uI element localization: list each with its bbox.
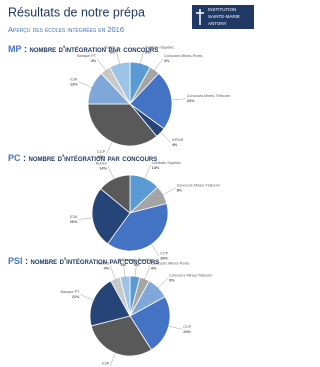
logo-text: ANTONY [208,21,227,26]
leader-line [156,277,169,290]
leader-line [159,131,171,143]
slice-value-label: 4% [151,266,157,270]
slice-label: Centrale-Supélec [122,258,151,262]
section-subtitle: : nombre d'intégration par concours [21,153,158,163]
slice-value-label: 24% [183,330,191,334]
slice-value-label: 4% [120,263,126,267]
page-subtitle: Aperçu des écoles intégrées en 2016 [8,25,124,34]
slice-label: Autres [96,161,107,165]
leader-line [143,265,151,281]
leader-line [78,81,94,89]
slice-value-label: 39% [160,257,168,261]
slice-value-label: 21% [72,295,80,299]
leader-line [144,165,151,181]
slice-label: Centrale-Supélec [145,45,174,49]
slice-label: E3A [70,215,78,219]
slice-label: CCP [183,325,191,329]
slice-label: Centrale-Supélec [152,161,181,165]
page: Résultats de notre prépa Aperçu des écol… [8,5,254,367]
slice-label: X/ENS [98,261,110,265]
leader-line [109,351,117,367]
slice-value-label: 13% [152,166,160,170]
slice-value-label: 4% [104,266,110,270]
section-subtitle: : nombre d'intégration par concours [23,256,160,266]
slice-value-label: 8% [145,50,151,54]
leader-line [115,49,121,66]
logo-box [192,5,254,29]
slice-label: Autres [104,45,115,49]
logo-cross [196,9,204,25]
slice-value-label: 8% [177,188,183,192]
slice-value-label: 26% [70,220,78,224]
logo-text: SAINTE-MARIE [208,14,240,19]
slice-label: Concours Mines-Télécom [177,183,220,187]
slice-label: E3A [70,77,78,81]
logo-text: INSTITUTION [208,7,236,12]
leader-line [109,265,117,281]
leader-line [161,187,176,196]
slice-label: Banque PT [77,54,97,58]
leader-line [80,294,96,302]
slice-value-label: 8% [110,50,116,54]
leader-line [169,98,186,101]
leader-line [107,165,115,181]
slice-label: CCP [97,150,105,154]
section-heading: PC : nombre d'intégration par concours [8,153,157,163]
slice-label: Concours Mines-Ponts [164,54,203,58]
slice-value-label: 4% [164,59,170,63]
slice-label: E3A [102,362,110,366]
leader-line [139,49,145,66]
slice-value-label: 4% [91,59,97,63]
slice-value-label: 23% [187,99,195,103]
section-title: PC [8,153,21,163]
slice-label: Concours Mines-Télécom [169,273,212,277]
leader-line [96,58,107,72]
leader-line [153,58,164,72]
slice-label: Banque PT [60,290,80,294]
logo: INSTITUTION SAINTE-MARIE ANTONY [192,5,254,29]
leader-line [123,262,126,279]
slice-value-label: 9% [169,278,175,282]
slice-label: Concours Mines-Ponts [151,261,190,265]
slice-value-label: 13% [70,82,78,86]
section-heading: PSI : nombre d'intégration par concours [8,256,159,266]
section-subtitle: : nombre d'intégration par concours [22,44,159,54]
section-heading: MP : nombre d'intégration par concours [8,44,158,54]
slice-value-label: 4% [134,263,140,267]
slice-label: X/ENS [172,138,184,142]
slice-value-label: 36% [98,155,106,159]
slice-label: CCP [160,252,168,256]
slice-value-label: 4% [172,143,178,147]
section-title: PSI [8,256,23,266]
page-title: Résultats de notre prépa [8,5,145,19]
slice-value-label: 14% [99,166,107,170]
slice-label: Autres [118,258,129,262]
slice-label: Concours Mines-Télécom [187,94,230,98]
leader-line [78,217,95,220]
leader-line [134,262,137,279]
leader-line [166,325,183,330]
leader-line [150,242,160,257]
section-title: MP [8,44,22,54]
leader-line [105,140,114,155]
